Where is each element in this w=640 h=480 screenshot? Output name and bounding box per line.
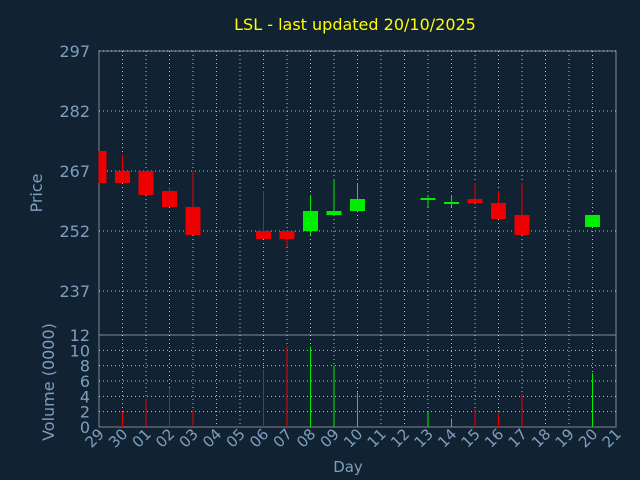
price-tick-label: 252	[59, 222, 90, 241]
candle-body	[115, 171, 130, 183]
x-tick-label: 11	[364, 425, 390, 451]
candle-01	[138, 171, 154, 195]
price-tick-label: 267	[59, 162, 90, 181]
candle-body	[444, 202, 459, 204]
candle-13	[420, 195, 436, 207]
x-tick-label: 09	[317, 425, 343, 451]
candle-body	[467, 199, 483, 203]
candle-10	[350, 183, 365, 211]
x-tick-label: 03	[176, 425, 202, 451]
price-tick-label: 297	[59, 42, 90, 61]
candle-body	[350, 199, 365, 211]
x-tick-label: 10	[340, 425, 366, 451]
price-axis-label: Price	[27, 173, 46, 212]
price-tick-label: 237	[59, 282, 90, 301]
candle-15	[467, 183, 483, 203]
candle-06	[256, 191, 271, 239]
x-tick-label: 16	[481, 425, 507, 451]
candle-body	[138, 171, 154, 195]
candle-08	[303, 195, 318, 235]
candle-body	[491, 203, 506, 219]
candle-29	[98, 151, 107, 183]
x-axis-label: Day	[333, 458, 363, 476]
candle-body	[585, 215, 600, 227]
x-tick-label: 02	[152, 425, 178, 451]
candle-body	[514, 215, 530, 235]
x-tick-label: 08	[293, 425, 319, 451]
x-tick-label: 14	[434, 425, 460, 451]
volume-axis-label: Volume (0000)	[39, 323, 58, 441]
chart-title: LSL - last updated 20/10/2025	[234, 15, 476, 34]
volume-tick-label: 8	[80, 357, 90, 376]
volume-panel	[98, 334, 617, 428]
price-panel	[98, 50, 617, 336]
x-tick-label: 13	[411, 425, 437, 451]
candle-body	[303, 211, 318, 231]
candle-body	[162, 191, 177, 207]
x-tick-label: 17	[505, 425, 531, 451]
volume-tick-label: 2	[80, 403, 90, 422]
x-tick-label: 05	[223, 425, 249, 451]
x-tick-label: 21	[599, 425, 625, 451]
candle-17	[514, 183, 530, 235]
price-tick-label: 282	[59, 102, 90, 121]
x-tick-label: 18	[528, 425, 554, 451]
candle-body	[279, 231, 295, 239]
x-tick-label: 01	[129, 425, 155, 451]
x-tick-label: 30	[105, 425, 131, 451]
x-tick-label: 12	[387, 425, 413, 451]
candle-07	[279, 231, 295, 247]
candle-16	[491, 191, 506, 219]
candle-body	[420, 198, 436, 200]
candle-03	[185, 171, 201, 235]
x-tick-label: 20	[575, 425, 601, 451]
candle-body	[326, 211, 342, 215]
x-tick-label: 07	[270, 425, 296, 451]
candle-20	[585, 215, 600, 227]
volume-tick-label: 12	[70, 326, 90, 345]
volume-tick-label: 6	[80, 372, 90, 391]
x-tick-label: 19	[552, 425, 578, 451]
candle-14	[444, 195, 459, 207]
volume-tick-label: 4	[80, 387, 90, 406]
candle-body	[99, 151, 107, 183]
candle-body	[185, 207, 201, 235]
volume-tick-label: 10	[70, 341, 90, 360]
candle-09	[326, 179, 342, 215]
volume-tick-label: 0	[80, 418, 90, 437]
candle-02	[162, 187, 177, 207]
x-tick-label: 15	[458, 425, 484, 451]
x-tick-label: 06	[246, 425, 272, 451]
candle-30	[115, 155, 130, 183]
candle-body	[256, 231, 271, 239]
x-tick-label: 04	[199, 425, 225, 451]
